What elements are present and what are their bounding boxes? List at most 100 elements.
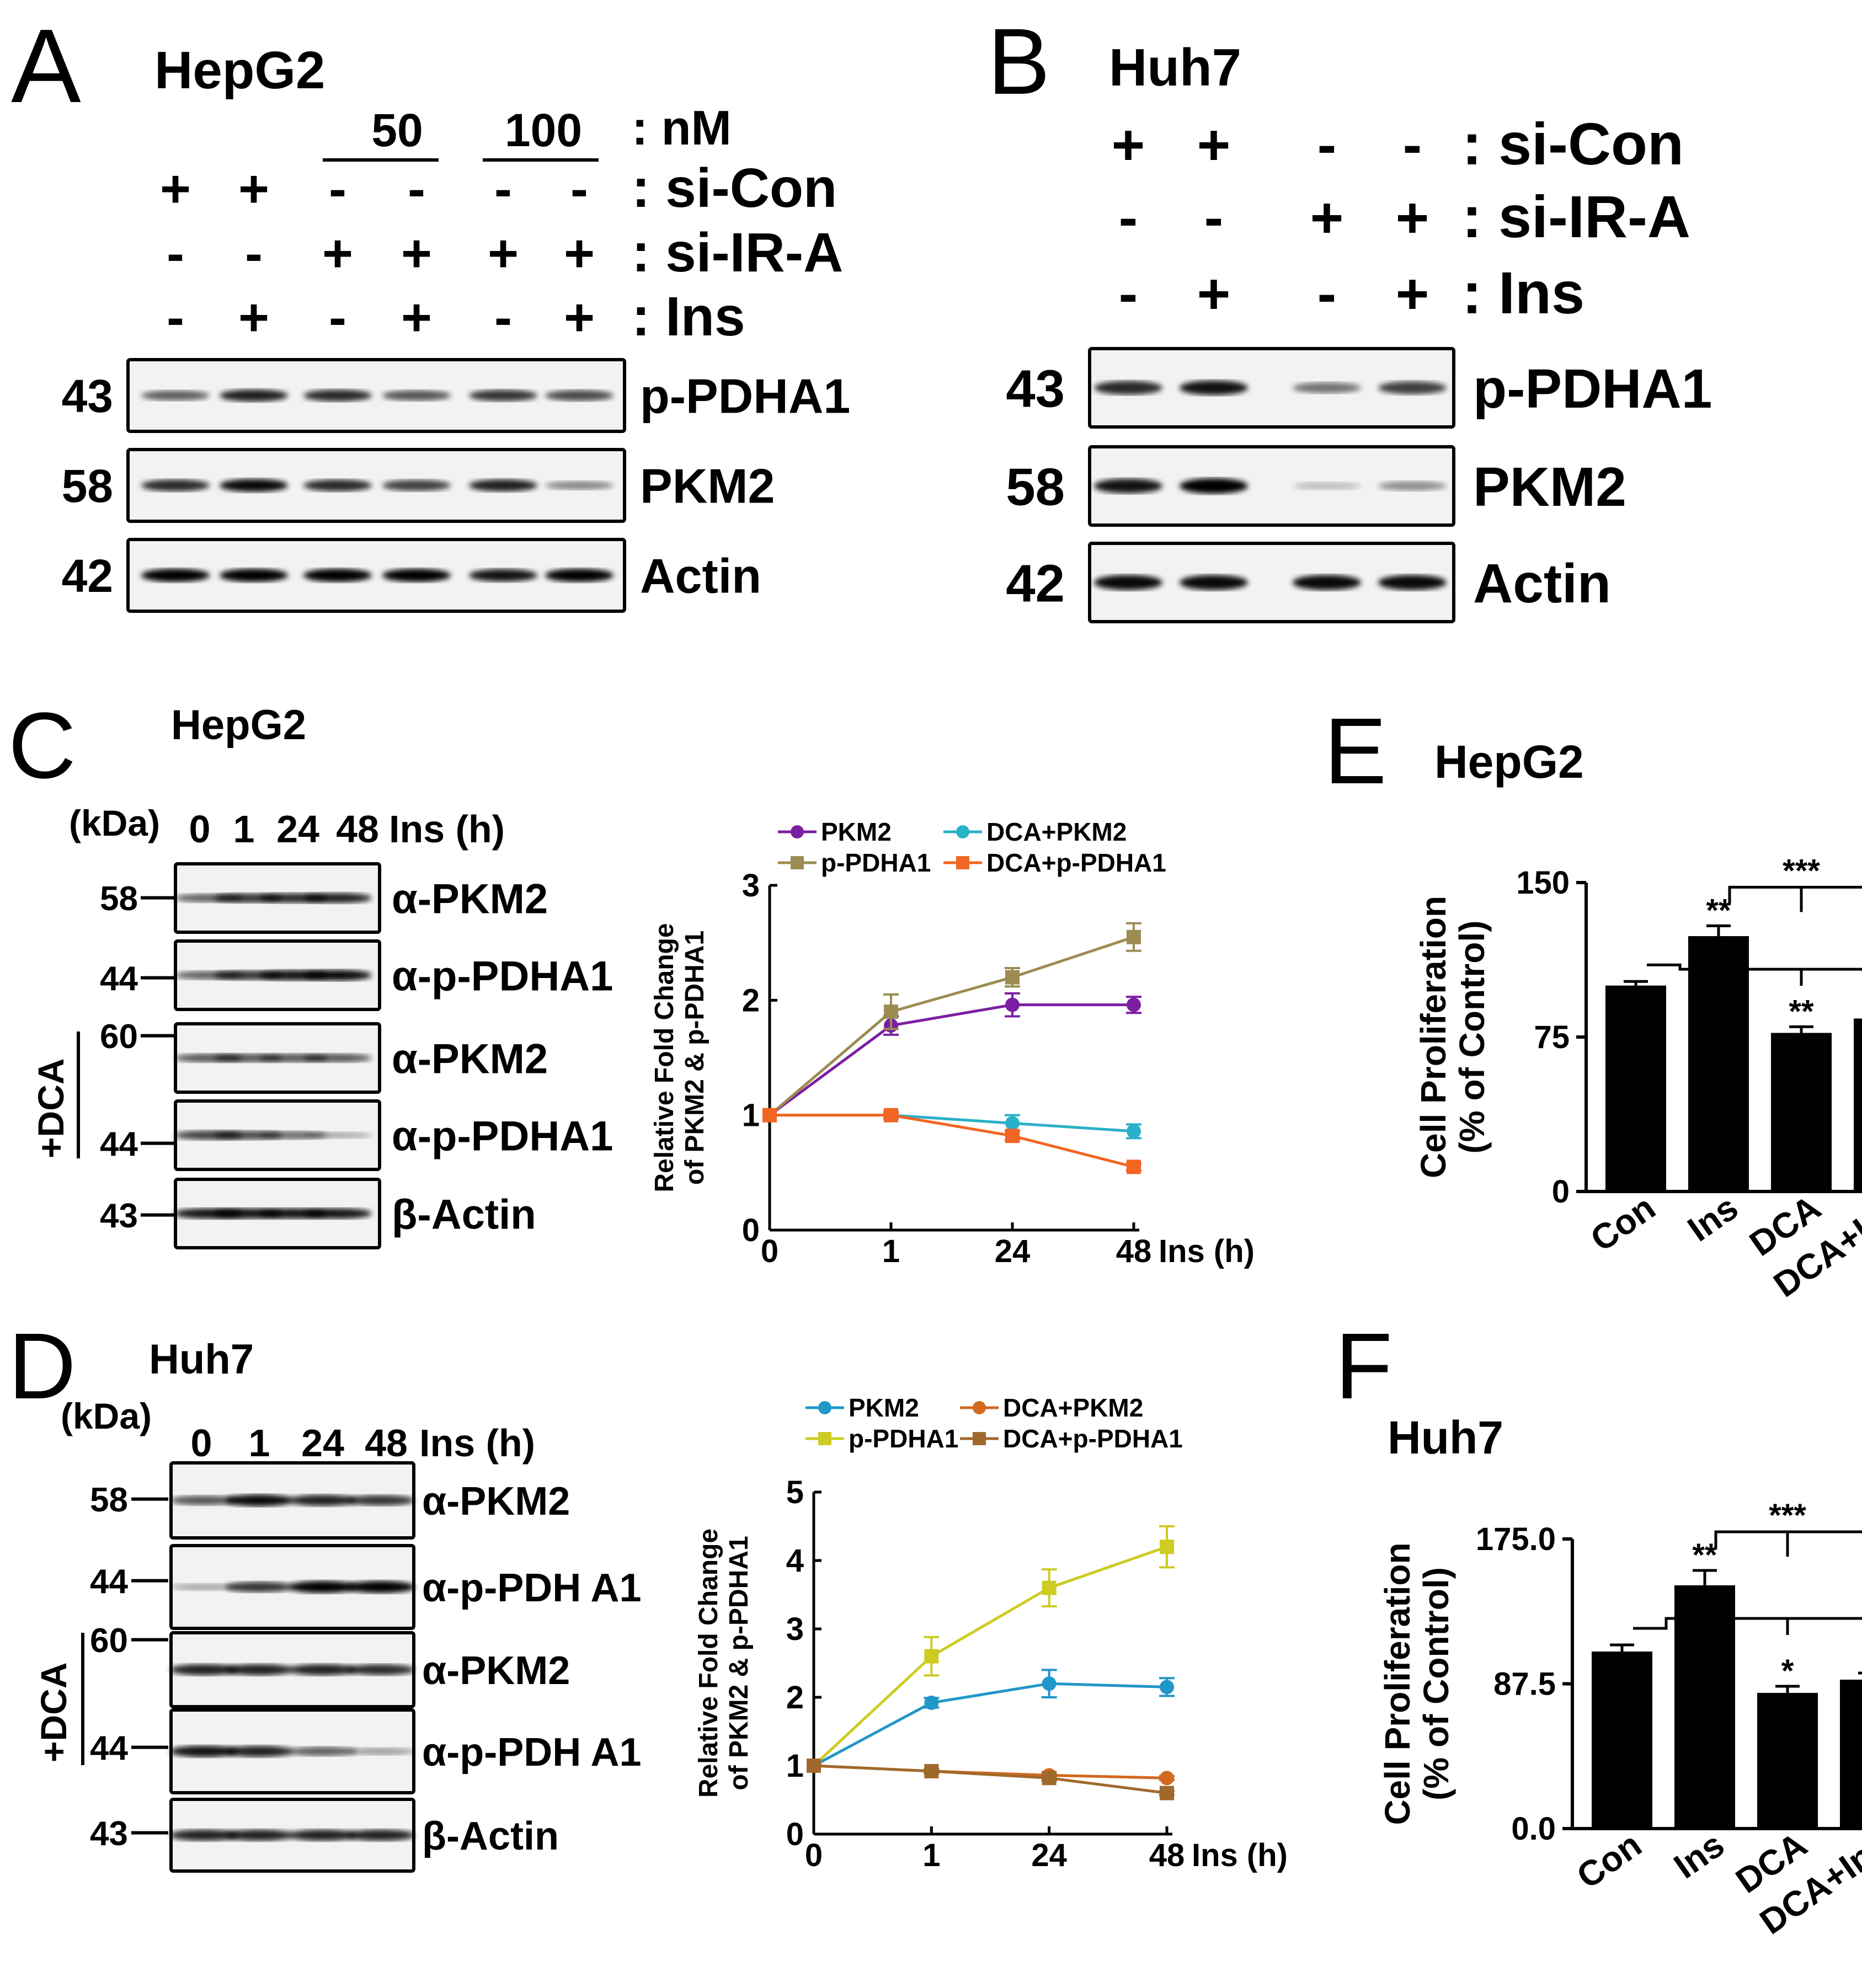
blot-label: α-PKM2 — [422, 1479, 570, 1524]
sign-mark: + — [160, 159, 191, 218]
sign-mark: - — [329, 159, 346, 218]
bar — [1854, 1018, 1862, 1191]
panel-a-row-label: : si-IR-A — [632, 222, 843, 284]
legend-label: p-PDHA1 — [821, 848, 931, 877]
sign-mark: - — [1317, 262, 1337, 326]
blot-band — [545, 569, 613, 582]
series-line — [813, 1682, 1167, 1767]
blot-band — [170, 1664, 238, 1676]
panel-f-bar-chart: 0.0 87.5 175.0 Cell Proliferation(% of Cont… — [1378, 1498, 1862, 1942]
y-tick-label: 0 — [1552, 1174, 1570, 1210]
blot-band — [303, 893, 372, 904]
sign-mark: + — [1396, 186, 1429, 250]
blot-band — [220, 389, 288, 402]
blot-band — [545, 481, 613, 490]
sign-mark: - — [1403, 113, 1422, 177]
y-tick-label: 150 — [1516, 865, 1570, 901]
significance-stars: ** — [1706, 893, 1731, 928]
blot-band — [225, 1494, 294, 1506]
y-axis-label: Cell Proliferation — [1413, 896, 1453, 1178]
panel-a-dose-100: 100 — [505, 104, 582, 156]
data-point — [807, 1759, 821, 1773]
bar — [1674, 1585, 1735, 1829]
panel-d-line-chart: 0 1 2 3 4 5 0 1 24 48 Ins (h) Relative Fold Change o… — [694, 1393, 1288, 1873]
bar — [1592, 1652, 1652, 1829]
sign-mark: + — [1310, 186, 1344, 250]
panel-c-cell-line: HepG2 — [171, 702, 306, 749]
bracket-stars: *** — [1783, 853, 1820, 889]
data-point — [884, 1108, 898, 1123]
sign-mark: + — [322, 224, 353, 283]
bar — [1688, 936, 1749, 1191]
blot-label: PKM2 — [1473, 456, 1626, 518]
y-tick-label: 0 — [742, 1212, 760, 1248]
comparison-bracket — [1633, 1617, 1862, 1630]
y-axis-label: of PKM2 & p-PDHA1 — [724, 1536, 754, 1790]
comparison-bracket — [1728, 885, 1862, 904]
panel-b-letter: B — [988, 9, 1050, 114]
series-line — [769, 936, 1134, 1116]
kda-marker: 44 — [90, 1563, 128, 1601]
blot-band — [225, 1664, 294, 1676]
panel-b-sign-grid: + + - -- - + +- + - + — [1112, 113, 1429, 326]
panel-d-kda-header: (kDa) — [61, 1396, 152, 1436]
legend-marker — [818, 1432, 831, 1445]
panel-e-bar-chart: 0 75 150 Cell Proliferation(% of Control) Co… — [1413, 853, 1862, 1305]
panel-f-letter: F — [1335, 1314, 1393, 1419]
sign-mark: + — [564, 224, 595, 283]
significance-stars: ** — [1789, 993, 1814, 1029]
legend-label: DCA+PKM2 — [1003, 1393, 1143, 1422]
data-point — [1042, 1771, 1057, 1786]
blot-label: α-PKM2 — [392, 875, 548, 922]
x-tick-label: 0 — [805, 1837, 823, 1873]
legend-label: DCA+p-PDHA1 — [986, 848, 1166, 877]
y-tick-label: 75 — [1534, 1019, 1570, 1055]
series-line — [770, 1114, 1134, 1168]
data-point — [1127, 1159, 1141, 1174]
blot-label: β-Actin — [392, 1191, 536, 1238]
bar — [1840, 1680, 1862, 1829]
data-point — [1127, 997, 1141, 1012]
kda-marker: 58 — [1006, 458, 1065, 517]
legend-label: p-PDHA1 — [849, 1424, 958, 1453]
blot-band — [289, 1664, 357, 1676]
data-point — [1005, 997, 1020, 1012]
data-point — [762, 1108, 777, 1123]
kda-marker: 43 — [100, 1197, 138, 1235]
x-tick-label: 1 — [882, 1233, 900, 1269]
blot-band — [303, 970, 372, 981]
blot-band — [225, 1745, 294, 1757]
y-axis-label: of PKM2 & p-PDHA1 — [680, 931, 709, 1185]
blot-label: α-PKM2 — [392, 1035, 548, 1082]
sign-mark: - — [1317, 113, 1337, 177]
x-tick-label: Ins — [1680, 1187, 1745, 1249]
blot-label: α-PKM2 — [422, 1649, 570, 1693]
sign-mark: + — [401, 288, 432, 347]
comparison-bracket — [1714, 1530, 1862, 1548]
blot-frame — [126, 358, 626, 433]
blot-band — [1180, 380, 1248, 396]
sign-mark: - — [1204, 186, 1224, 250]
data-point — [1127, 929, 1141, 944]
panel-a: A HepG2 50 100 + + - - - -- - + + + +- + - + - + : nM :… — [11, 8, 850, 613]
blot-label: PKM2 — [640, 459, 775, 514]
y-tick-label: 1 — [742, 1098, 760, 1134]
timepoint-label: 24 — [276, 808, 319, 851]
sign-mark: - — [494, 288, 512, 347]
x-tick-label: 0 — [761, 1233, 778, 1269]
y-axis-label: (% of Control) — [1452, 921, 1492, 1154]
timepoint-label: 48 — [336, 808, 379, 851]
timepoint-label: 0 — [191, 1421, 212, 1465]
series-line — [813, 1764, 1167, 1795]
panel-a-blots: 43 p-PDHA1 58 PKM2 42 Actin — [62, 358, 850, 613]
y-axis-label: Cell Proliferation — [1378, 1542, 1417, 1825]
blot-band — [289, 1829, 357, 1841]
y-tick-label: 1 — [786, 1748, 804, 1784]
bar — [1771, 1033, 1832, 1191]
panel-d-letter: D — [8, 1314, 76, 1419]
blot-band — [170, 1495, 238, 1505]
kda-marker: 58 — [62, 460, 113, 512]
sign-mark: + — [1112, 113, 1145, 177]
panel-a-row-labels: : nM : si-Con : si-IR-A : Ins — [632, 100, 843, 348]
